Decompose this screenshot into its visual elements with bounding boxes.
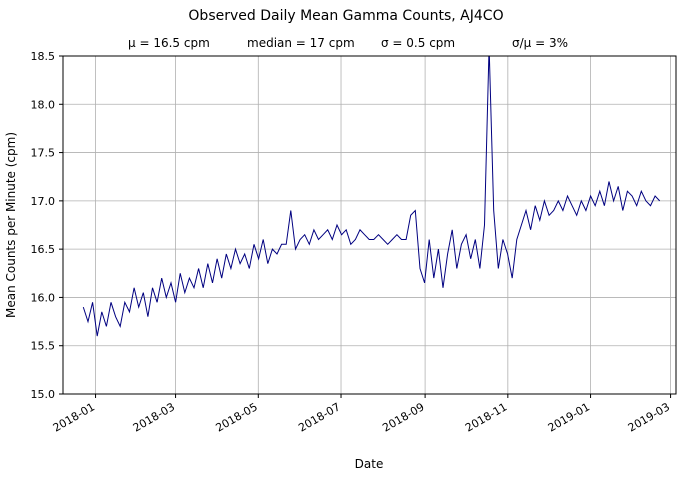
y-tick-label: 17.5 [31, 147, 56, 160]
y-tick-label: 15.0 [31, 388, 56, 401]
chart-title: Observed Daily Mean Gamma Counts, AJ4CO [188, 8, 503, 24]
x-tick-label: 2019-01 [546, 400, 592, 434]
chart-stat-sigma: σ = 0.5 cpm [381, 36, 455, 50]
y-tick-label: 18.0 [31, 98, 56, 111]
chart-stat-mu: μ = 16.5 cpm [128, 36, 210, 50]
x-axis-label: Date [355, 457, 384, 471]
x-tick-label: 2018-03 [131, 400, 177, 434]
chart-stat-sigma-over-mu: σ/μ = 3% [512, 36, 568, 50]
plot-border [62, 55, 677, 395]
y-tick-label: 16.5 [31, 243, 56, 256]
y-tick-label: 16.0 [31, 291, 56, 304]
x-tick-label: 2018-07 [296, 400, 342, 434]
x-tick-label: 2019-03 [626, 400, 672, 434]
x-tick-label: 2018-09 [380, 400, 426, 434]
x-tick-label: 2018-05 [213, 400, 259, 434]
data-line [82, 56, 661, 337]
chart-stat-median: median = 17 cpm [247, 36, 355, 50]
y-tick-label: 15.5 [31, 340, 56, 353]
y-tick-label: 18.5 [31, 50, 56, 63]
x-tick-label: 2018-01 [51, 400, 97, 434]
x-tick-label: 2018-11 [463, 400, 509, 434]
plot-area: 15.0 15.5 16.0 16.5 17.0 17.5 18.0 18.5 2018-01 2… [31, 50, 677, 435]
y-axis-label: Mean Counts per Minute (cpm) [4, 132, 18, 318]
y-tick-label: 17.0 [31, 195, 56, 208]
